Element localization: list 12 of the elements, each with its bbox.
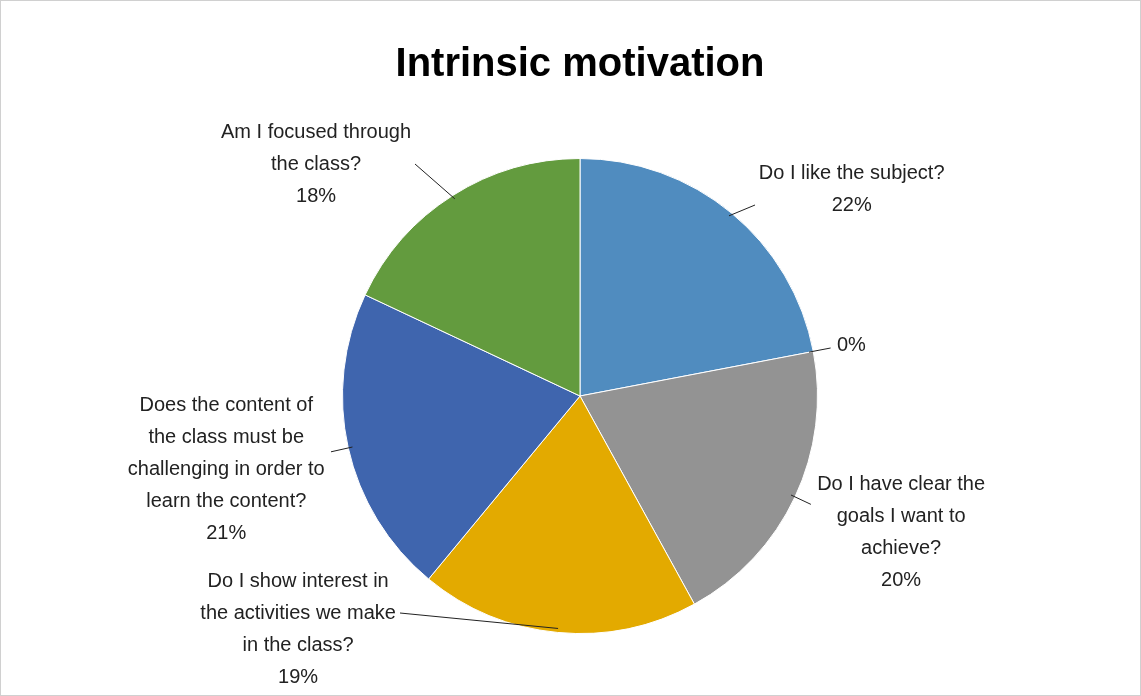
slice-label: Do I like the subject?: [758, 160, 945, 183]
slice-label: Does the content of the class must be challenging in order to learn the content?: [127, 392, 325, 511]
slice-label: Do I show interest in the activities we make in the class?: [200, 568, 396, 655]
data-label: 21%: [206, 520, 247, 543]
slice-label: Do I have clear the goals I want to achieve?: [817, 471, 986, 558]
data-label: 22%: [831, 192, 872, 215]
text: 0%: [836, 332, 866, 355]
data-label: 20%: [881, 567, 922, 590]
data-label: 19%: [278, 664, 319, 687]
data-label: 18%: [296, 183, 337, 206]
slice-label: Am I focused through the class?: [220, 119, 412, 174]
chart-title: Intrinsic motivation: [395, 40, 765, 85]
